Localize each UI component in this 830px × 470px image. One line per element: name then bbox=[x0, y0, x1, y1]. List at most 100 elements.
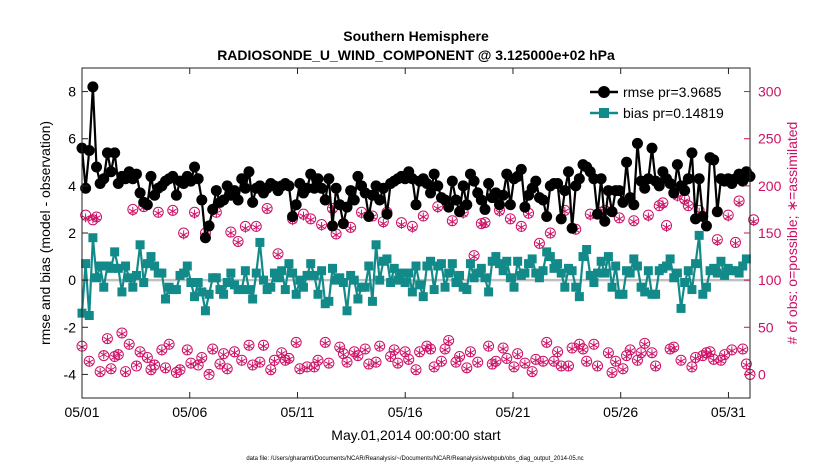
rmse-point bbox=[236, 173, 248, 185]
bias-point bbox=[574, 292, 584, 302]
rmse-point bbox=[130, 168, 142, 180]
obs-assimilated-point bbox=[223, 365, 232, 375]
bias-point bbox=[701, 282, 711, 292]
bias-point bbox=[179, 268, 189, 278]
bias-point bbox=[407, 287, 417, 297]
bias-point bbox=[99, 282, 109, 292]
bias-point bbox=[193, 278, 203, 287]
obs-assimilated-point bbox=[498, 344, 508, 354]
bias-point bbox=[273, 273, 283, 283]
obs-assimilated-point bbox=[749, 217, 758, 227]
y-tick-label-left: 0 bbox=[68, 272, 76, 288]
bias-point bbox=[342, 306, 352, 316]
obs-assimilated-point bbox=[346, 223, 355, 233]
bias-point bbox=[560, 282, 570, 292]
bias-point bbox=[502, 256, 512, 266]
rmse-point bbox=[199, 232, 211, 244]
x-tick-label: 05/16 bbox=[388, 404, 423, 420]
obs-assimilated-point bbox=[557, 362, 566, 372]
obs-assimilated-point bbox=[611, 357, 620, 367]
obs-assimilated-point bbox=[651, 362, 660, 372]
rmse-point bbox=[316, 182, 328, 194]
legend-box bbox=[581, 75, 743, 129]
bias-point bbox=[284, 259, 294, 269]
x-tick-label: 05/06 bbox=[172, 404, 207, 420]
rmse-point bbox=[639, 182, 651, 194]
bias-point bbox=[545, 252, 555, 262]
bias-point bbox=[317, 266, 327, 276]
rmse-point bbox=[341, 201, 353, 213]
obs-assimilated-point bbox=[219, 350, 228, 360]
bias-point bbox=[386, 278, 396, 287]
bias-point bbox=[255, 237, 265, 247]
bias-point bbox=[240, 266, 250, 276]
rmse-point bbox=[711, 206, 723, 218]
rmse-point bbox=[497, 189, 509, 201]
obs-assimilated-point bbox=[255, 358, 265, 368]
obs-assimilated-point bbox=[698, 352, 707, 362]
bias-point bbox=[84, 311, 94, 320]
bias-point bbox=[251, 268, 261, 278]
obs-assimilated-point bbox=[233, 237, 243, 247]
bias-point bbox=[709, 263, 719, 273]
bias-point bbox=[640, 287, 650, 297]
obs-assimilated-point bbox=[310, 363, 319, 373]
rmse-point bbox=[247, 196, 259, 208]
bias-point bbox=[211, 273, 221, 283]
bias-point bbox=[712, 268, 722, 278]
obs-assimilated-point bbox=[230, 348, 239, 358]
obs-assimilated-point bbox=[430, 363, 439, 373]
rmse-point bbox=[374, 194, 386, 206]
bias-point bbox=[237, 285, 247, 295]
bias-point bbox=[451, 278, 461, 287]
bias-point bbox=[509, 282, 519, 292]
obs-assimilated-point bbox=[128, 206, 137, 216]
obs-assimilated-point bbox=[252, 222, 261, 232]
y-tick-label-left: 4 bbox=[68, 178, 76, 194]
obs-assimilated-point bbox=[528, 368, 537, 378]
bias-point bbox=[429, 285, 439, 295]
bias-point bbox=[455, 270, 465, 280]
obs-assimilated-point bbox=[734, 198, 744, 208]
y-axis-left: -4 -2 0 2 4 6 8 bbox=[64, 84, 88, 382]
rmse-point bbox=[410, 199, 422, 211]
rmse-point bbox=[479, 203, 491, 215]
bias-point bbox=[741, 254, 751, 264]
rmse-point bbox=[599, 215, 611, 227]
obs-assimilated-point bbox=[444, 336, 453, 346]
obs-assimilated-point bbox=[484, 342, 493, 352]
bias-point bbox=[691, 259, 701, 269]
bias-point bbox=[346, 270, 356, 280]
obs-assimilated-point bbox=[633, 356, 642, 366]
rmse-point bbox=[562, 166, 574, 178]
bias-point bbox=[306, 259, 316, 269]
bias-point bbox=[505, 273, 515, 283]
obs-assimilated-point bbox=[161, 364, 170, 374]
obs-assimilated-point bbox=[393, 359, 402, 369]
rmse-point bbox=[446, 175, 458, 187]
legend: rmse pr=3.9685 bias pr=0.14819 bbox=[581, 75, 743, 129]
rmse-point bbox=[494, 199, 505, 211]
obs-assimilated-point bbox=[306, 215, 315, 225]
obs-assimilated-point bbox=[415, 348, 424, 358]
y-tick-label-right: 200 bbox=[758, 178, 782, 194]
obs-assimilated-point bbox=[353, 352, 363, 362]
bias-point bbox=[298, 282, 308, 292]
obs-assimilated-point bbox=[339, 350, 348, 360]
obs-assimilated-point bbox=[713, 236, 722, 246]
bias-point bbox=[465, 259, 475, 269]
rmse-point bbox=[145, 170, 157, 182]
obs-assimilated-point bbox=[350, 348, 359, 358]
bias-point bbox=[603, 252, 613, 262]
bias-point bbox=[593, 268, 603, 278]
rmse-point bbox=[468, 175, 480, 187]
y-tick-label-left: -4 bbox=[64, 366, 77, 382]
rmse-series bbox=[76, 81, 756, 244]
obs-assimilated-point bbox=[437, 357, 446, 367]
y-axis-right-label: # of obs: o=possible; ∗=assimilated bbox=[784, 122, 800, 345]
rmse-point bbox=[461, 199, 473, 211]
obs-assimilated-point bbox=[364, 360, 373, 370]
bias-point bbox=[338, 278, 348, 287]
obs-assimilated-point bbox=[738, 345, 747, 355]
bias-point bbox=[411, 261, 421, 271]
